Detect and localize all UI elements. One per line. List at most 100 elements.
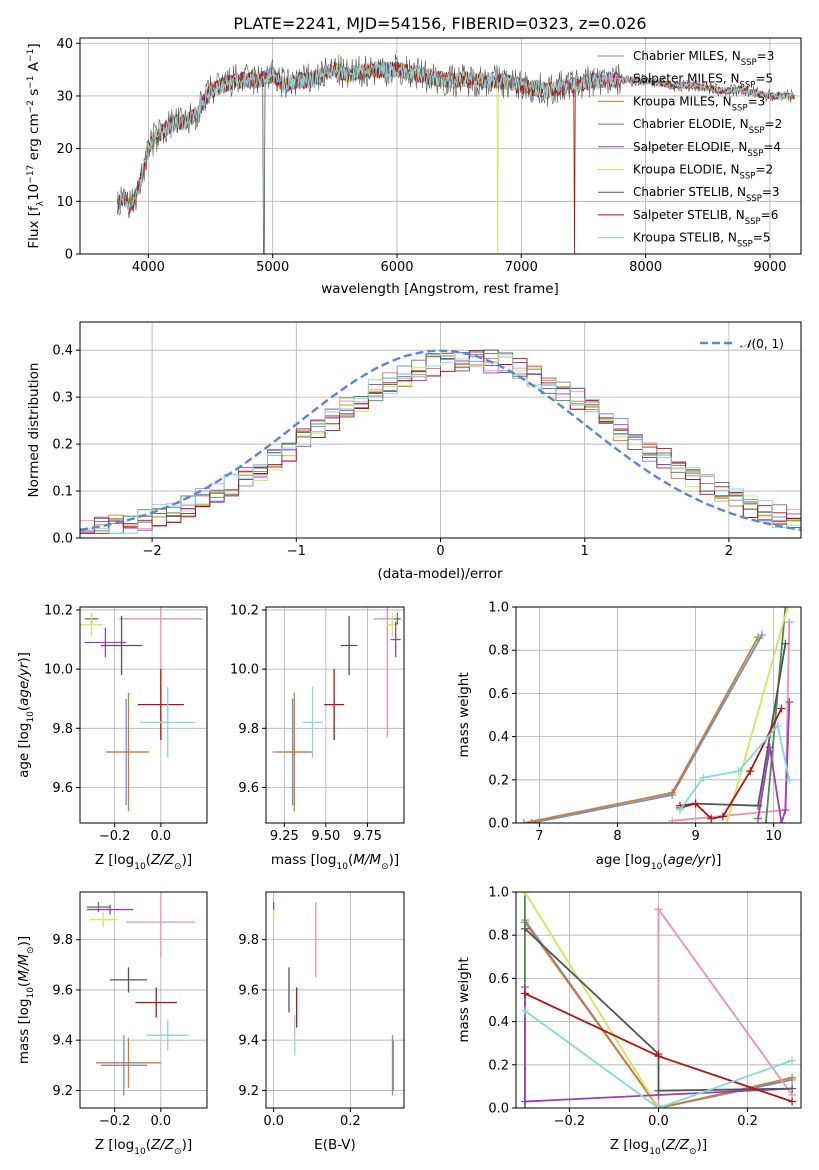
plot-content [272, 607, 401, 812]
chart-weight-age: 7 8 9 10 0.0 0.2 0.4 0.6 0.8 1.0 age [log10(age/yr… [456, 601, 802, 872]
x-tick-label: 6000 [380, 260, 413, 275]
weight-line [524, 921, 793, 1108]
errorbar-point [86, 902, 111, 913]
x-tick-label: 7000 [505, 260, 538, 275]
errorbar-point [100, 615, 143, 676]
histogram-step [80, 354, 801, 534]
y-tick-label: 0.3 [52, 391, 73, 406]
weight-line [679, 643, 787, 809]
weight-marker [746, 767, 755, 776]
errorbar-point [126, 892, 196, 958]
weight-marker [783, 607, 792, 611]
x-tick-label: 4000 [132, 260, 165, 275]
legend-entry: Salpeter ELODIE, NSSP=4 [633, 140, 781, 159]
y-tick-label: 10.2 [44, 603, 73, 618]
errorbar-point [100, 1035, 147, 1096]
weight-marker [722, 819, 731, 823]
weight-marker [785, 618, 794, 627]
weight-marker [654, 1086, 663, 1095]
weight-marker [520, 1097, 529, 1106]
axes-frame [265, 891, 405, 1109]
axes-frame [265, 606, 405, 824]
y-tick-label: 0.4 [488, 1015, 509, 1030]
axis-label: (data-model)/error [377, 566, 503, 582]
y-tick-label: 0.2 [52, 438, 73, 453]
plot-content [80, 607, 203, 812]
x-tick-label: 0.0 [263, 1114, 284, 1129]
y-tick-label: 30 [56, 89, 73, 104]
legend-entry: Chabrier ELODIE, NSSP=2 [633, 117, 782, 136]
chart-age-mass: 9.25 9.50 9.75 9.6 9.8 10.0 10.2 mass [log10(M/… [230, 603, 405, 872]
axis-label: wavelength [Angstrom, rest frame] [321, 281, 559, 297]
weight-marker [754, 633, 763, 642]
x-tick-label: 0.2 [737, 1114, 758, 1129]
weight-marker [527, 819, 536, 823]
errorbar-point [140, 686, 196, 758]
axis-label: Z [log10(Z/Z⊙)] [95, 852, 192, 872]
plot-content [273, 902, 394, 1096]
y-tick-label: 9.6 [238, 983, 259, 998]
weight-marker [520, 1006, 529, 1015]
legend-entry: Salpeter MILES, NSSP=5 [633, 72, 773, 91]
legend-entry: Chabrier MILES, NSSP=3 [633, 49, 774, 68]
x-tick-label: 9.75 [353, 829, 382, 844]
plot-content [519, 607, 794, 823]
legend-entry: Kroupa MILES, NSSP=3 [633, 94, 765, 113]
errorbar-point [340, 615, 358, 676]
plot-area [80, 892, 207, 1108]
plot-area [516, 607, 801, 823]
errorbar-point [277, 692, 311, 812]
x-tick-label: 0.0 [648, 1114, 669, 1129]
axes-frame [79, 891, 208, 1109]
errorbar-point [80, 612, 104, 637]
weight-marker [707, 814, 716, 823]
x-tick-label: 8000 [629, 260, 662, 275]
y-tick-label: 9.2 [238, 1084, 259, 1099]
errorbar-point [137, 669, 184, 741]
weight-marker [785, 698, 794, 707]
weight-marker [773, 721, 782, 730]
errorbar-point [390, 621, 401, 658]
y-tick-label: 9.2 [52, 1084, 73, 1099]
y-tick-label: 9.6 [52, 781, 73, 796]
weight-line [757, 701, 791, 823]
y-tick-label: 0.6 [488, 972, 509, 987]
weight-line [725, 607, 789, 823]
errorbar-point [324, 669, 345, 741]
x-tick-label: 0.0 [150, 829, 171, 844]
errorbar-point [89, 912, 117, 928]
x-tick-label: 0.0 [150, 1114, 171, 1129]
x-tick-label: 9000 [753, 260, 786, 275]
weight-marker [654, 1052, 663, 1061]
y-tick-label: 40 [56, 37, 73, 52]
y-tick-label: 0.0 [488, 817, 509, 832]
x-tick-label: −0.2 [554, 1114, 586, 1129]
errorbar-point [84, 627, 127, 658]
weight-marker [675, 806, 684, 815]
y-tick-label: 0.8 [488, 644, 509, 659]
y-tick-label: 10.2 [230, 603, 259, 618]
weight-marker [788, 1056, 797, 1065]
axis-label: age [log10(age/yr)] [16, 652, 36, 778]
weight-marker [781, 607, 790, 611]
weight-marker [691, 799, 700, 808]
chart-mass-EBV: 0.0 0.2 9.2 9.4 9.6 9.8 E(B-V) [238, 891, 405, 1153]
weight-line [524, 1010, 793, 1108]
errorbar-point [302, 686, 323, 758]
x-tick-label: 0.2 [340, 1114, 361, 1129]
weight-marker [734, 767, 743, 776]
x-tick-label: −2 [143, 544, 162, 559]
axes-frame [79, 37, 802, 255]
errorbar-point [146, 1020, 189, 1051]
legend-entry: 𝒩(0, 1) [740, 337, 784, 351]
plot-content [116, 54, 795, 254]
weight-line [765, 607, 787, 823]
y-tick-label: 0.4 [488, 730, 509, 745]
weight-marker [520, 924, 529, 933]
legend: Chabrier MILES, NSSP=3 Salpeter MILES, NS… [598, 49, 782, 250]
x-tick-label: 9 [691, 829, 699, 844]
x-tick-label: 1 [581, 544, 589, 559]
axis-label: age [log10(age/yr)] [596, 852, 722, 872]
y-tick-label: 10.0 [230, 663, 259, 678]
